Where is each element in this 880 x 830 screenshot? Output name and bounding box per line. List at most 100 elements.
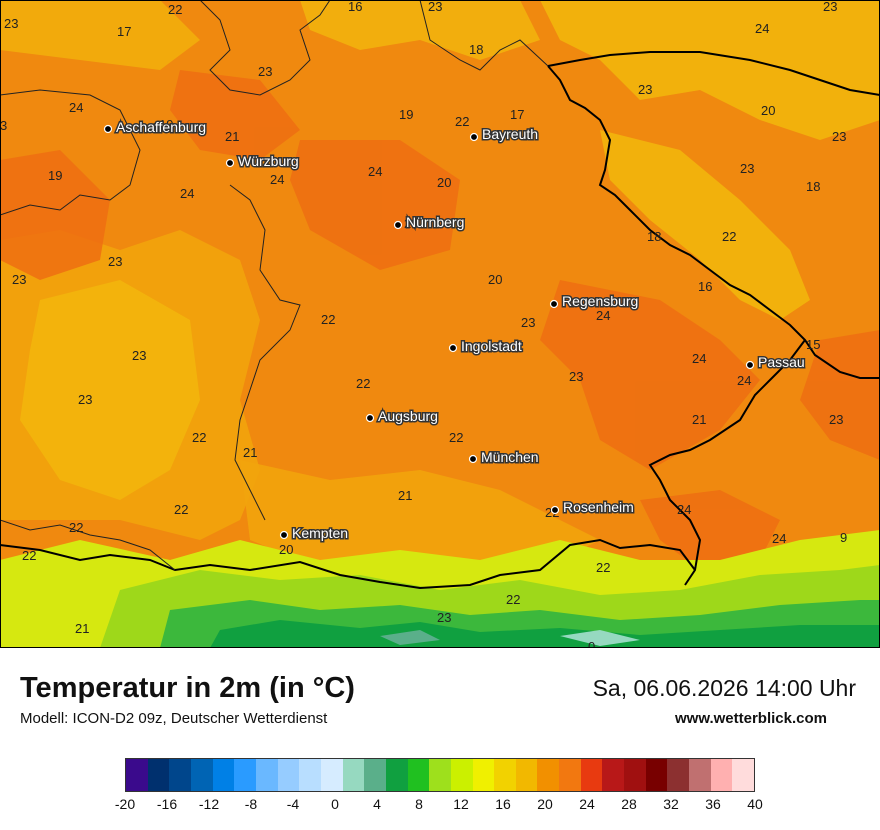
- model-info: Modell: ICON-D2 09z, Deutscher Wetterdie…: [20, 710, 328, 727]
- temp-label: 20: [279, 542, 293, 557]
- legend-swatch: [190, 759, 213, 791]
- legend-tick-label: -8: [244, 796, 258, 812]
- temp-label: 23: [428, 0, 442, 14]
- temp-label: 23: [258, 64, 272, 79]
- legend-tick-label: 4: [373, 796, 381, 812]
- legend-ticks: -20 -16 -12 -8 -4 0 4 8 12 16 20 24 28 32 36 40: [115, 796, 763, 816]
- legend-tick-label: 32: [663, 796, 679, 812]
- city-muenchen: München: [468, 448, 540, 467]
- temp-label: 16: [698, 279, 712, 294]
- city-label: Ingolstadt: [461, 338, 522, 354]
- temp-label: 23: [404, 216, 418, 231]
- temp-label: 19: [159, 117, 173, 132]
- temp-label: 16: [348, 0, 362, 14]
- legend-swatch: [407, 759, 430, 791]
- temp-label: 24: [270, 172, 284, 187]
- legend-tick-label: 8: [415, 796, 423, 812]
- alpine-zones: [0, 530, 880, 648]
- city-bayreuth: Bayreuth: [469, 125, 540, 144]
- legend-swatch: [126, 759, 148, 791]
- city-dot: [365, 413, 375, 423]
- temp-label: 22: [321, 312, 335, 327]
- legend-swatch: [385, 759, 408, 791]
- temp-label: 23: [78, 392, 92, 407]
- map-footer: Temperatur in 2m (in °C) Modell: ICON-D2…: [0, 648, 880, 830]
- city-dot: [469, 132, 479, 142]
- city-label: Bayreuth: [482, 126, 538, 142]
- legend-swatch: [429, 759, 451, 791]
- legend-swatch: [255, 759, 278, 791]
- city-label: Rosenheim: [563, 499, 634, 515]
- temp-label: 19: [399, 107, 413, 122]
- legend-swatch: [537, 759, 560, 791]
- city-dot: [225, 158, 235, 168]
- website-link: www.wetterblick.com: [675, 710, 827, 727]
- temp-label: 22: [192, 430, 206, 445]
- city-label: Augsburg: [378, 408, 438, 424]
- temp-label: 22: [356, 376, 370, 391]
- city-label: Nürnberg: [406, 214, 464, 230]
- temp-label: 23: [829, 412, 843, 427]
- legend-swatch: [320, 759, 343, 791]
- legend-swatch: [212, 759, 235, 791]
- city-regensburg: Regensburg: [549, 292, 640, 311]
- temp-label: 0: [588, 639, 595, 648]
- city-markers: Aschaffenburg Würzburg Bayreuth Nürnberg…: [103, 118, 806, 543]
- city-wuerzburg: Würzburg: [225, 152, 300, 171]
- city-dot: [448, 343, 458, 353]
- legend-tick-label: 0: [331, 796, 339, 812]
- legend-swatch: [559, 759, 581, 791]
- legend-swatch: [515, 759, 538, 791]
- temp-label: 23: [108, 254, 122, 269]
- temp-label: 24: [692, 351, 706, 366]
- temp-label: 23: [740, 161, 754, 176]
- temperature-field-zones: [0, 0, 880, 570]
- temperature-map: 22 16 23 23 23 17 18 24 19 21 22 17 23 2…: [0, 0, 880, 648]
- temperature-labels: 22 16 23 23 23 17 18 24 19 21 22 17 23 2…: [0, 0, 847, 648]
- temp-label: 23: [4, 16, 18, 31]
- temp-label: 23: [569, 369, 583, 384]
- legend-swatch: [689, 759, 711, 791]
- region-borders: [0, 0, 549, 571]
- temp-label: 22: [596, 560, 610, 575]
- temp-label: 23: [132, 348, 146, 363]
- city-dot: [468, 454, 478, 464]
- state-borders: [0, 51, 880, 590]
- city-augsburg: Augsburg: [365, 407, 439, 426]
- legend-swatch: [472, 759, 495, 791]
- temp-label: 23: [521, 315, 535, 330]
- city-rosenheim: Rosenheim: [550, 498, 635, 517]
- legend-swatch: [364, 759, 386, 791]
- legend-swatch: [299, 759, 321, 791]
- temp-label: 22: [722, 229, 736, 244]
- temp-label: 22: [455, 114, 469, 129]
- city-label: Würzburg: [238, 153, 299, 169]
- temp-label: 18: [469, 42, 483, 57]
- legend-swatch: [450, 759, 473, 791]
- temp-label: 20: [761, 103, 775, 118]
- legend-tick-label: -20: [114, 796, 136, 812]
- city-label: Passau: [758, 354, 805, 370]
- temp-label: 20: [488, 272, 502, 287]
- temp-label: 17: [510, 107, 524, 122]
- legend-swatch: [169, 759, 191, 791]
- city-label: Kempten: [292, 525, 348, 541]
- legend-tick-label: -4: [286, 796, 300, 812]
- city-label: Aschaffenburg: [116, 119, 206, 135]
- temp-label: 21: [692, 412, 706, 427]
- temp-label: 24: [180, 186, 194, 201]
- city-kempten: Kempten: [279, 524, 350, 543]
- temp-label: 20: [437, 175, 451, 190]
- temp-label: 18: [806, 179, 820, 194]
- city-label: München: [481, 449, 539, 465]
- temp-label: 23: [12, 272, 26, 287]
- page-title: Temperatur in 2m (in °C): [20, 672, 355, 704]
- city-passau: Passau: [745, 353, 806, 372]
- city-dot: [550, 505, 560, 515]
- temp-label: 21: [398, 488, 412, 503]
- legend-swatch: [494, 759, 516, 791]
- legend-swatch: [277, 759, 300, 791]
- legend-swatch: [710, 759, 733, 791]
- legend-tick-label: 24: [579, 796, 595, 812]
- temp-label: 24: [737, 373, 751, 388]
